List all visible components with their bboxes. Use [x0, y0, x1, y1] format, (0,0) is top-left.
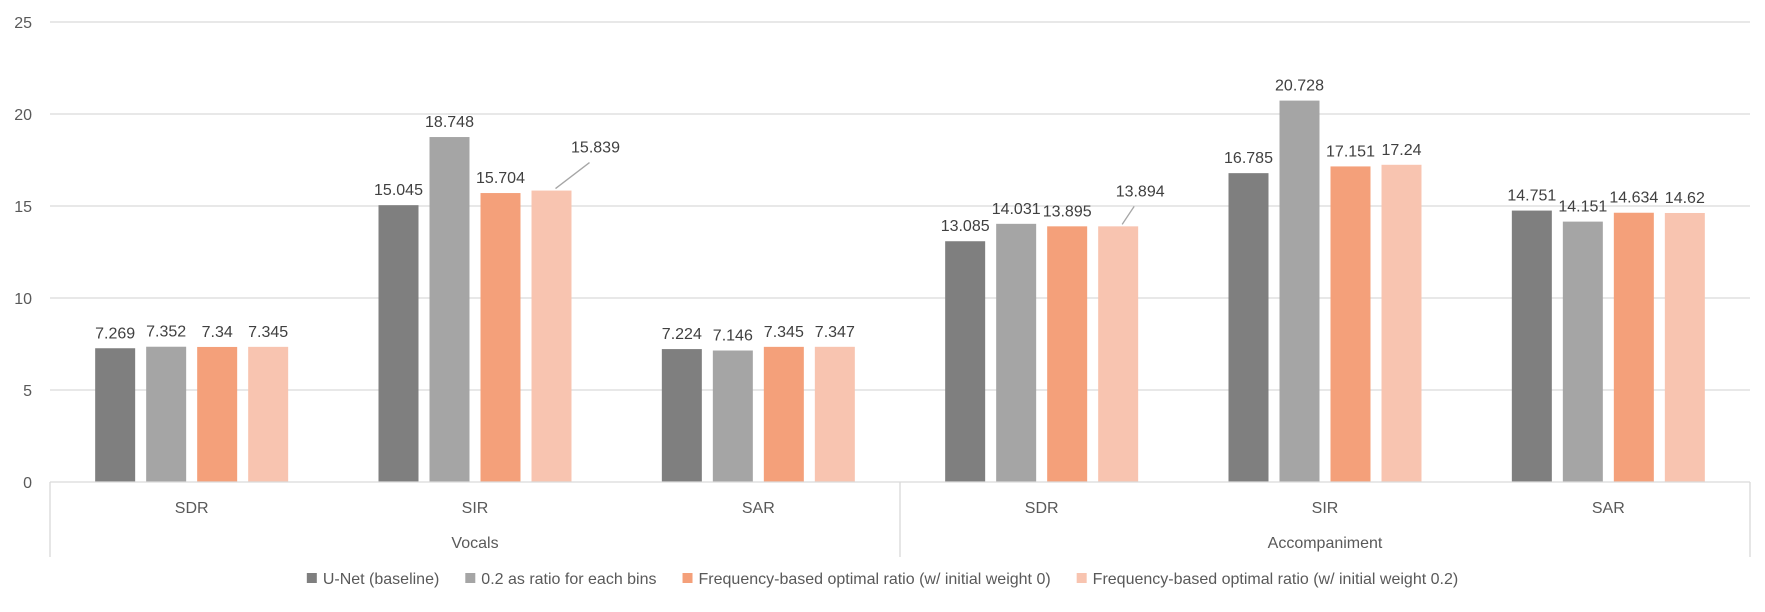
data-label: 14.634	[1609, 190, 1658, 207]
bar	[1562, 221, 1603, 483]
bar	[1330, 166, 1371, 482]
bar	[480, 193, 521, 483]
bar	[1047, 226, 1088, 482]
y-tick-label: 0	[23, 475, 32, 492]
legend-label: 0.2 as ratio for each bins	[481, 571, 656, 588]
data-label: 7.224	[662, 326, 702, 343]
bar	[1613, 212, 1654, 482]
leader-line	[555, 162, 590, 190]
data-label: 7.352	[146, 324, 186, 341]
y-tick-label: 15	[14, 199, 32, 216]
legend-label: Frequency-based optimal ratio (w/ initia…	[1093, 571, 1459, 588]
category-label: SDR	[1025, 500, 1059, 517]
bar	[1664, 212, 1705, 482]
y-tick-label: 20	[14, 107, 32, 124]
data-label: 7.347	[815, 324, 855, 341]
data-label: 7.269	[95, 325, 135, 342]
bar	[945, 241, 986, 482]
bar	[1511, 210, 1552, 482]
legend-label: U-Net (baseline)	[323, 571, 439, 588]
bar	[1279, 100, 1320, 482]
group-label: Vocals	[451, 535, 498, 552]
category-label: SIR	[462, 500, 489, 517]
data-label: 13.895	[1043, 203, 1092, 220]
category-label: SIR	[1312, 500, 1339, 517]
y-tick-label: 10	[14, 291, 32, 308]
bar	[1228, 173, 1269, 482]
data-label: 15.839	[571, 140, 620, 157]
bar	[429, 137, 470, 482]
data-label: 14.151	[1558, 199, 1607, 216]
data-label: 16.785	[1224, 150, 1273, 167]
gridlines	[50, 21, 1750, 391]
legend-swatch	[306, 573, 317, 583]
data-label: 7.345	[764, 324, 804, 341]
bar	[378, 205, 419, 482]
y-tick-label: 25	[14, 15, 32, 32]
category-label: SAR	[742, 500, 775, 517]
data-label: 14.751	[1507, 188, 1556, 205]
data-label: 13.085	[941, 218, 990, 235]
bar	[95, 348, 136, 482]
y-axis: 0 5 10 15 20 25	[14, 15, 32, 492]
group-label: Accompaniment	[1268, 535, 1383, 552]
legend-swatch	[1076, 573, 1087, 583]
leader-line	[1121, 205, 1135, 225]
data-label: 14.62	[1665, 190, 1705, 207]
x-axis: SDR SIR SAR Vocals SDR SIR SAR Accompaniment	[49, 481, 1751, 557]
legend-swatch	[682, 573, 693, 583]
bar	[197, 346, 238, 482]
bar	[814, 346, 855, 482]
legend: U-Net (baseline) 0.2 as ratio for each bi…	[306, 571, 1459, 588]
bar	[248, 346, 289, 482]
bar	[763, 346, 804, 482]
bars	[95, 100, 1705, 483]
category-label: SDR	[175, 500, 209, 517]
category-label: SAR	[1592, 500, 1625, 517]
bar	[146, 346, 187, 482]
data-label: 7.34	[202, 324, 233, 341]
data-label: 18.748	[425, 114, 474, 131]
data-label: 7.146	[713, 328, 753, 345]
data-label: 17.24	[1381, 142, 1421, 159]
bar	[712, 350, 753, 482]
data-label: 20.728	[1275, 78, 1324, 95]
bar	[531, 190, 572, 483]
bar	[1098, 226, 1139, 482]
data-label: 15.045	[374, 182, 423, 199]
bar	[661, 349, 702, 482]
bar	[1381, 164, 1422, 482]
legend-swatch	[465, 573, 476, 583]
data-label: 7.345	[248, 324, 288, 341]
data-label: 13.894	[1116, 183, 1165, 200]
bar	[996, 223, 1037, 483]
legend-label: Frequency-based optimal ratio (w/ initia…	[699, 571, 1051, 588]
data-label: 14.031	[992, 201, 1041, 218]
data-label: 15.704	[476, 170, 525, 187]
data-labels: 7.269 7.352 7.34 7.345 15.045 18.748 15.704 15.…	[95, 78, 1705, 345]
y-tick-label: 5	[23, 383, 32, 400]
data-label: 17.151	[1326, 143, 1375, 160]
